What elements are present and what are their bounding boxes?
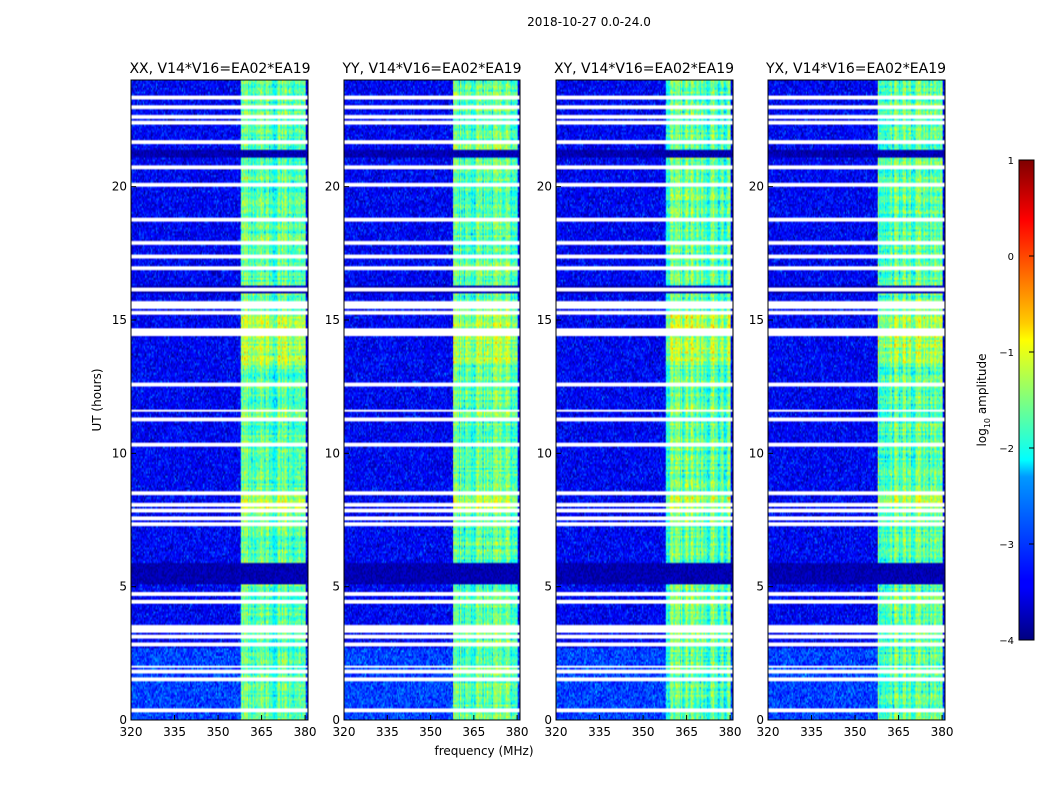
x-tick-label: 320 [333,725,356,739]
x-tick-label: 380 [506,725,529,739]
y-tick-label: 0 [119,713,127,727]
colorbar: 1 0 −1 −2 −3 −4 log10 amplitude [975,156,1035,647]
colorbar-tick-label: 0 [1008,252,1014,263]
y-tick-label: 0 [544,713,552,727]
colorbar-label: log10 amplitude [975,354,992,447]
colorbar-tick-label: −2 [999,444,1014,455]
panel-yx: YX, V14*V16=EA02*EA19 320 335 350 365 380 0 5… [749,61,954,739]
y-tick-label: 15 [537,313,552,327]
y-tick-label: 20 [325,180,340,194]
colorbar-tick-label: −1 [999,348,1014,359]
y-tick-label: 10 [112,446,127,460]
x-tick-label: 335 [800,725,823,739]
y-ticks-xx: 0 5 10 15 20 [112,180,136,727]
colorbar-ticks: 1 0 −1 −2 −3 −4 [999,156,1034,647]
heatmap-image-xy [556,80,733,720]
y-tick-label: 15 [112,313,127,327]
heatmap-image-yy [344,80,520,720]
x-tick-label: 380 [294,725,317,739]
panel-title-yx: YX, V14*V16=EA02*EA19 [765,61,946,77]
x-tick-label: 365 [675,725,698,739]
y-ticks-xy: 0 5 10 15 20 [537,180,561,727]
axes-frame-xy [555,79,734,721]
y-tick-label: 10 [537,446,552,460]
x-tick-label: 320 [757,725,780,739]
x-tick-label: 350 [419,725,442,739]
y-tick-label: 10 [325,446,340,460]
x-tick-label: 350 [632,725,655,739]
y-ticks-yx: 0 5 10 15 20 [749,180,773,727]
y-ticks-yy: 0 5 10 15 20 [325,180,349,727]
y-tick-label: 20 [537,180,552,194]
y-tick-label: 10 [749,446,764,460]
x-ticks-xx: 320 335 350 365 380 [120,715,317,739]
panel-title-xx: XX, V14*V16=EA02*EA19 [129,61,310,77]
colorbar-gradient [1018,159,1035,641]
colorbar-tick-label: −4 [999,636,1014,647]
colorbar-tick-label: 1 [1008,156,1014,167]
x-tick-label: 380 [931,725,954,739]
x-axis-label: frequency (MHz) [434,744,533,758]
x-tick-label: 320 [120,725,143,739]
x-ticks-xy: 320 335 350 365 380 [545,715,742,739]
colorbar-tick-label: −3 [999,540,1014,551]
panel-xx: XX, V14*V16=EA02*EA19 320 335 350 365 380 0 5… [112,61,317,739]
heatmap-image-xx [131,80,308,720]
x-tick-label: 380 [719,725,742,739]
x-tick-label: 335 [163,725,186,739]
x-tick-label: 350 [207,725,230,739]
y-tick-label: 5 [119,580,127,594]
panel-title-xy: XY, V14*V16=EA02*EA19 [554,61,734,77]
y-axis-label: UT (hours) [90,368,104,431]
panel-xy: XY, V14*V16=EA02*EA19 320 335 350 365 380 0 5… [537,61,742,739]
y-tick-label: 5 [756,580,764,594]
panel-yy: YY, V14*V16=EA02*EA19 320 335 350 365 380 0 5… [325,61,529,739]
y-tick-label: 0 [756,713,764,727]
y-tick-label: 5 [544,580,552,594]
y-tick-label: 20 [749,180,764,194]
x-tick-label: 320 [545,725,568,739]
axes-frame-yx [767,79,946,721]
y-tick-label: 0 [332,713,340,727]
x-tick-label: 335 [376,725,399,739]
x-tick-label: 365 [887,725,910,739]
y-tick-label: 15 [749,313,764,327]
x-tick-label: 350 [844,725,867,739]
axes-frame-xx [130,79,309,721]
y-tick-label: 20 [112,180,127,194]
heatmap-image-yx [768,80,945,720]
x-ticks-yx: 320 335 350 365 380 [757,715,954,739]
x-tick-label: 365 [250,725,273,739]
axes-frame-yy [343,79,521,721]
figure-suptitle: 2018-10-27 0.0-24.0 [527,15,651,29]
y-tick-label: 15 [325,313,340,327]
y-tick-label: 5 [332,580,340,594]
x-ticks-yy: 320 335 350 365 380 [333,715,529,739]
panel-title-yy: YY, V14*V16=EA02*EA19 [342,61,522,77]
x-tick-label: 335 [588,725,611,739]
x-tick-label: 365 [462,725,485,739]
